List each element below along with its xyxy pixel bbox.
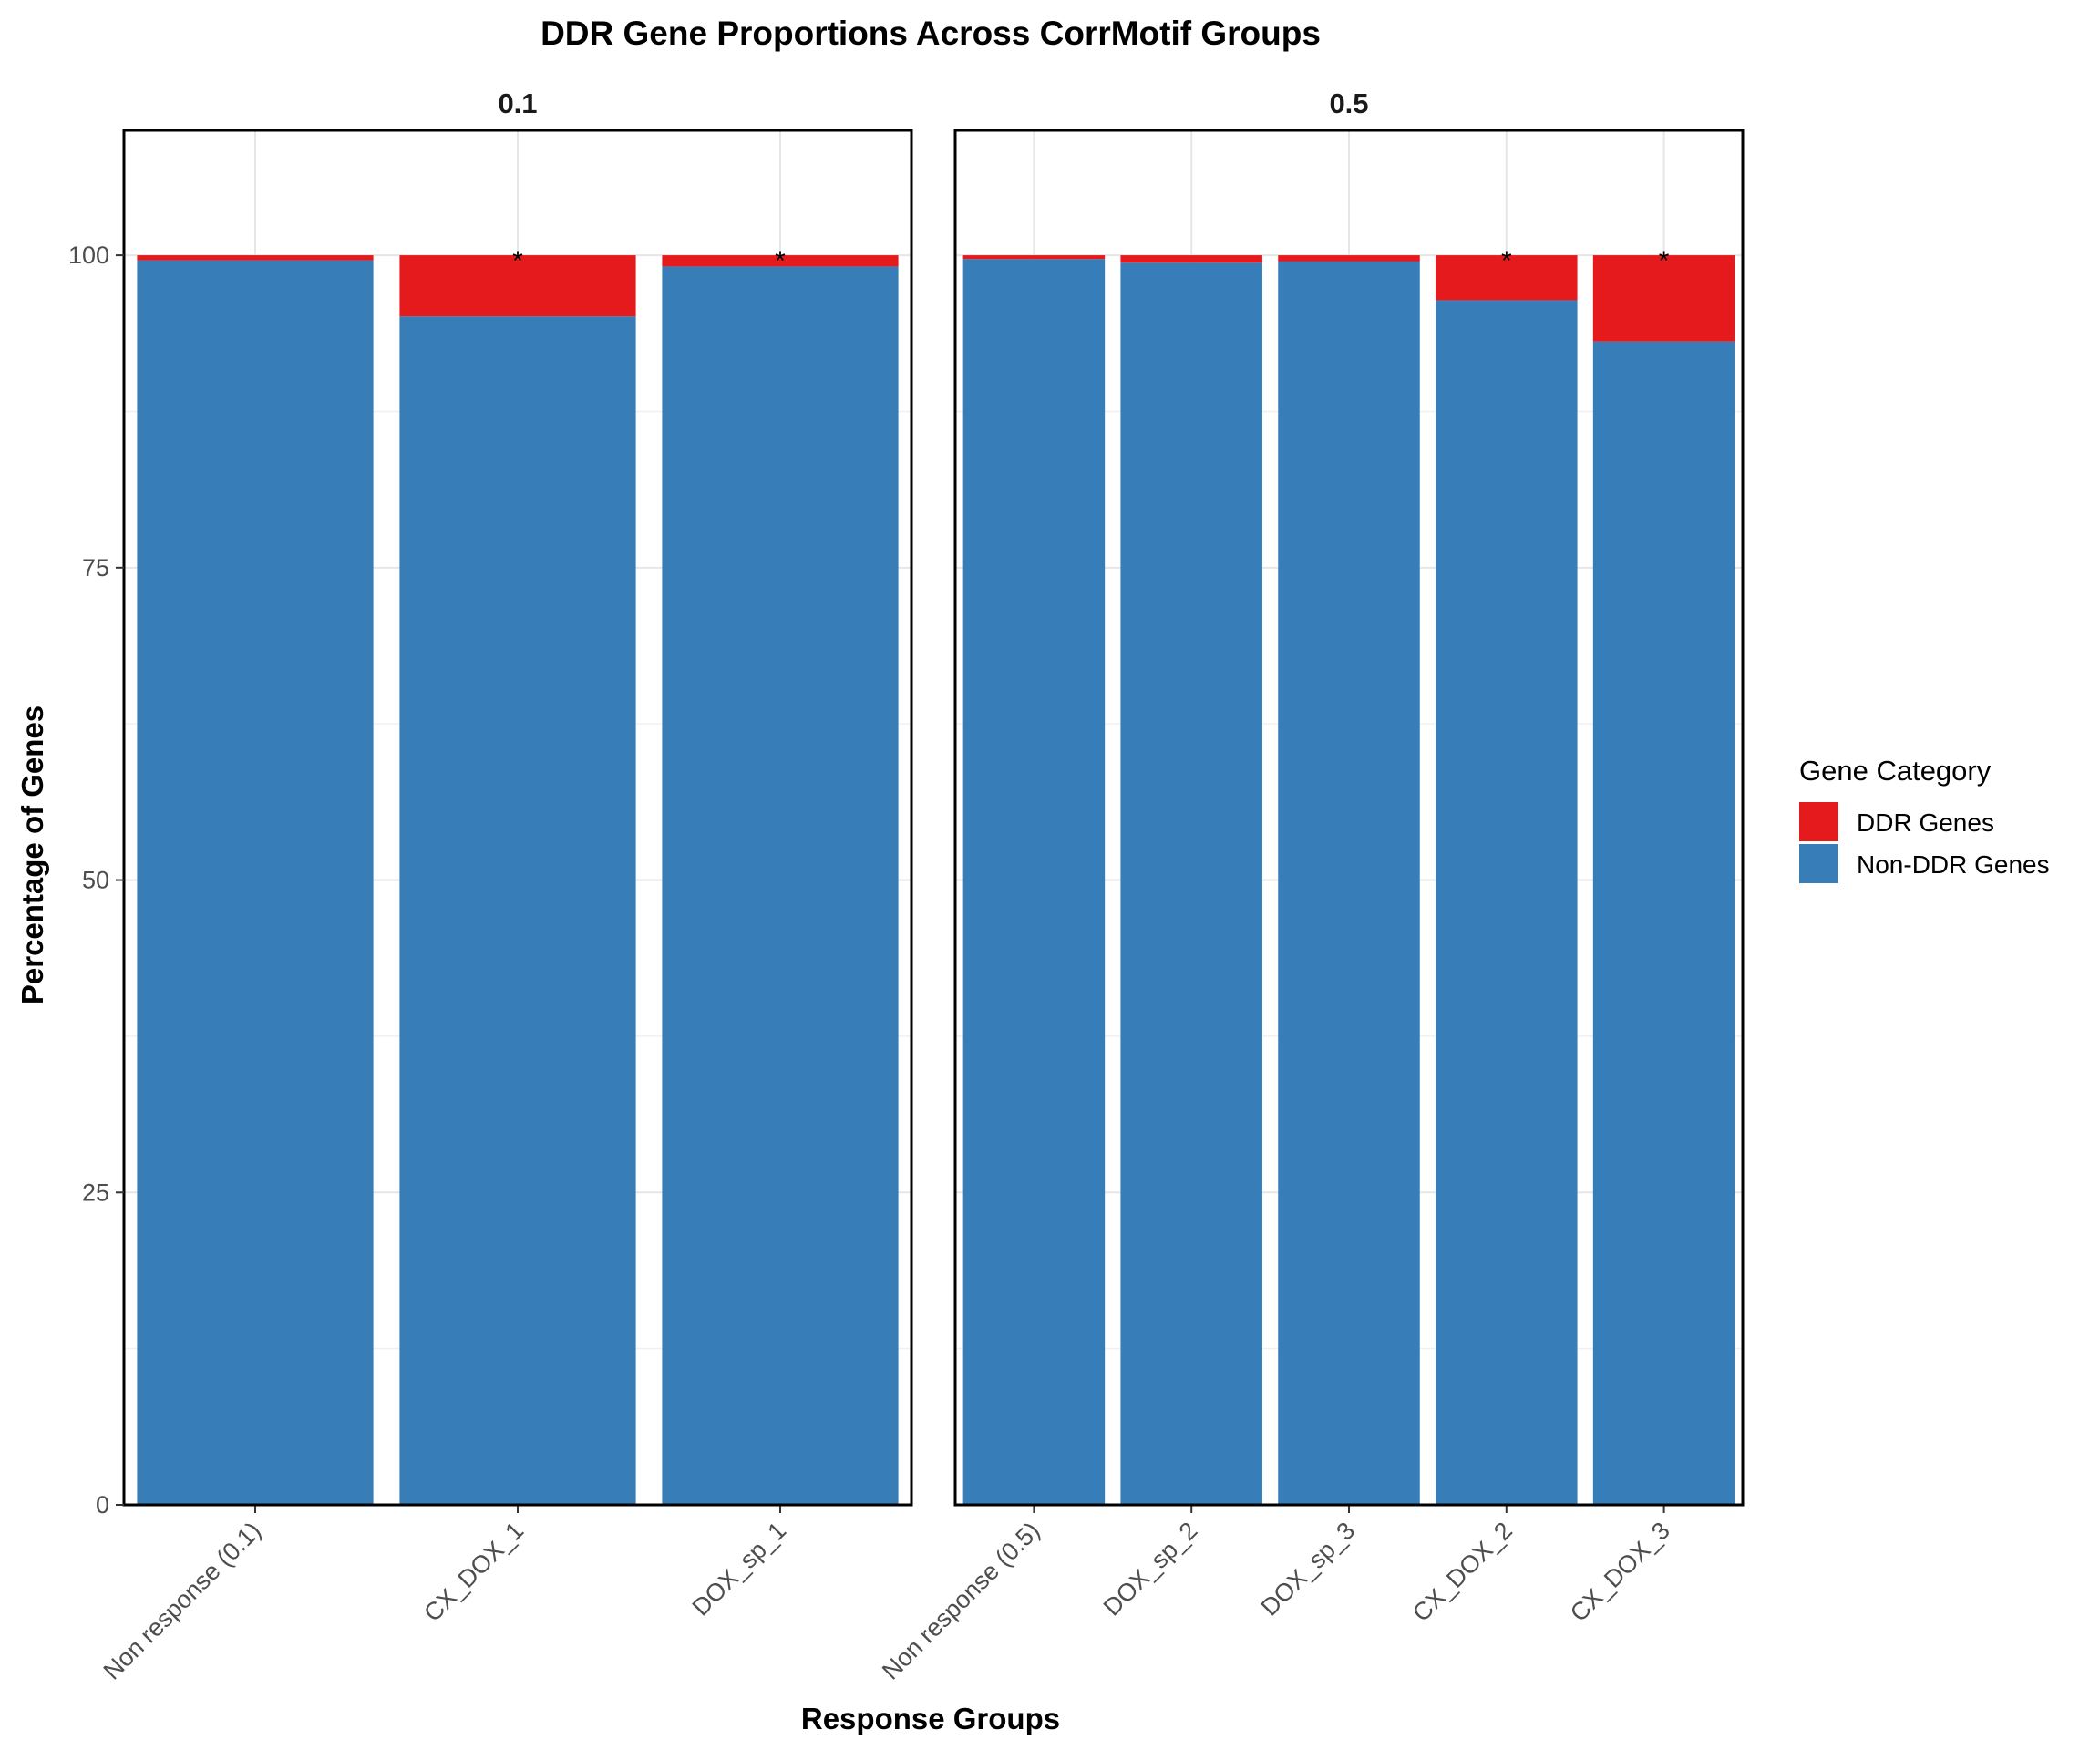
panel-border xyxy=(122,129,913,1507)
significance-marker: * xyxy=(1501,246,1512,276)
bar-non-ddr-cx-dox-2 xyxy=(1436,300,1578,1506)
significance-marker: * xyxy=(512,246,523,276)
panel-0.5: Non response (0.5) DOX_sp_2 DOX_sp_3 * CX_DO… xyxy=(877,88,1745,1685)
panel-border xyxy=(953,129,1745,1507)
x-tick-label: CX_DOX_2 xyxy=(1407,1517,1518,1627)
significance-marker: * xyxy=(1659,246,1670,276)
x-axis-title: Response Groups xyxy=(801,1702,1060,1735)
legend: Gene Category DDR Genes Non-DDR Genes xyxy=(1799,755,2050,883)
bar-ddr-cx-dox-3 xyxy=(1592,255,1735,342)
x-tick-label: DOX_sp_2 xyxy=(1098,1517,1203,1621)
bar-non-ddr-dox-sp-2 xyxy=(1120,262,1262,1505)
bar-non-ddr-non-response-0-1- xyxy=(137,260,374,1505)
legend-key-ddr xyxy=(1799,802,1838,841)
bar-ddr-cx-dox-2 xyxy=(1436,255,1578,301)
legend-label-ddr: DDR Genes xyxy=(1857,808,1994,837)
panels: Non response (0.1) * CX_DOX_1 * DOX_sp_1 0.1 0… xyxy=(68,88,1745,1685)
chart-title: DDR Gene Proportions Across CorrMotif Gr… xyxy=(540,15,1321,52)
legend-label-non-ddr: Non-DDR Genes xyxy=(1857,850,2050,879)
bar-ddr-cx-dox-1 xyxy=(399,255,636,317)
x-tick-label: Non response (0.5) xyxy=(877,1517,1045,1685)
significance-marker: * xyxy=(775,246,786,276)
bar-ddr-dox-sp-1 xyxy=(662,255,899,267)
facet-label: 0.1 xyxy=(498,88,537,119)
y-tick-label: 75 xyxy=(82,554,109,582)
y-tick-label: 50 xyxy=(82,867,109,894)
bar-ddr-non-response-0-1- xyxy=(137,255,374,261)
panel-0.1: Non response (0.1) * CX_DOX_1 * DOX_sp_1 0.1 0… xyxy=(68,88,913,1685)
x-tick-label: Non response (0.1) xyxy=(98,1517,267,1685)
y-tick-label: 25 xyxy=(82,1179,109,1206)
x-tick-label: CX_DOX_1 xyxy=(418,1517,529,1627)
y-axis-title: Percentage of Genes xyxy=(15,705,49,1004)
bar-non-ddr-non-response-0-5- xyxy=(962,259,1106,1506)
bar-non-ddr-cx-dox-3 xyxy=(1592,341,1735,1506)
y-tick-label: 0 xyxy=(96,1491,109,1518)
legend-key-non-ddr xyxy=(1799,844,1838,883)
legend-title: Gene Category xyxy=(1799,755,1992,787)
y-tick-label: 100 xyxy=(68,242,109,269)
x-tick-label: CX_DOX_3 xyxy=(1565,1517,1675,1627)
bar-ddr-dox-sp-3 xyxy=(1278,255,1420,262)
x-tick-label: DOX_sp_3 xyxy=(1256,1517,1361,1621)
facet-label: 0.5 xyxy=(1329,88,1368,119)
bar-non-ddr-cx-dox-1 xyxy=(399,316,636,1506)
bar-ddr-non-response-0-5- xyxy=(962,255,1106,260)
x-tick-label: DOX_sp_1 xyxy=(687,1517,792,1621)
bar-non-ddr-dox-sp-3 xyxy=(1278,261,1420,1506)
bar-non-ddr-dox-sp-1 xyxy=(662,266,899,1505)
bar-ddr-dox-sp-2 xyxy=(1120,255,1262,263)
